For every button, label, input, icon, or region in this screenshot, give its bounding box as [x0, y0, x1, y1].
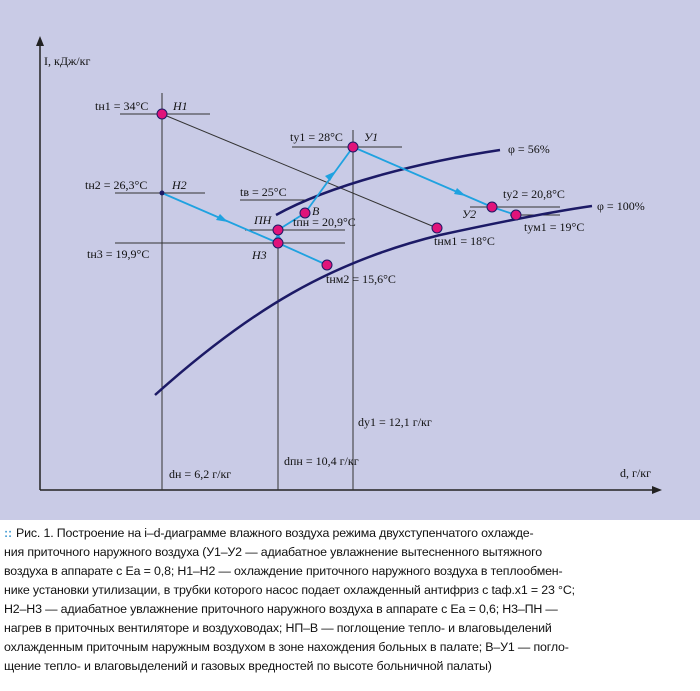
- label-t-h2: tн2 = 26,3°C: [85, 178, 147, 192]
- label-t-b: tв = 25°C: [240, 185, 287, 199]
- caption-line-1: :: Рис. 1. Построение на i–d-диаграмме вл…: [4, 524, 694, 543]
- label-d-n: dн = 6,2 г/кг: [169, 467, 231, 481]
- caption-line-7: охлажденным приточным наружным воздухом …: [4, 640, 569, 654]
- point-h3: [272, 237, 284, 249]
- phi-56-curve: [275, 148, 501, 217]
- y-axis-label: I, кДж/кг: [44, 54, 90, 68]
- label-name-u2: У2: [462, 207, 476, 221]
- point-um1: [510, 209, 522, 221]
- point-nm1: [431, 222, 443, 234]
- caption-line-2: ния приточного наружного воздуха (У1–У2 …: [4, 545, 542, 559]
- process-u1-u2: [352, 146, 493, 208]
- label-name-u1: У1: [364, 130, 378, 144]
- label-t-h3: tн3 = 19,9°C: [87, 247, 149, 261]
- point-h1: [156, 108, 168, 120]
- label-t-nm2: tнм2 = 15,6°C: [326, 272, 396, 286]
- diagram-panel: [0, 0, 700, 520]
- label-t-h1: tн1 = 34°C: [95, 99, 148, 113]
- phi-56-label: φ = 56%: [508, 142, 550, 156]
- point-nm2: [321, 259, 333, 271]
- point-u2: [486, 201, 498, 213]
- x-axis-arrow: [652, 486, 662, 494]
- caption-marker: ::: [4, 526, 12, 540]
- caption-line-6: нагрев в приточных вентиляторе и воздухо…: [4, 621, 552, 635]
- phi-100-label: φ = 100%: [597, 199, 645, 213]
- caption-line-3: воздуха в аппарате с Ea = 0,8; Н1–Н2 — о…: [4, 564, 563, 578]
- label-name-h1: Н1: [172, 99, 188, 113]
- label-t-u2: tу2 = 20,8°C: [503, 187, 565, 201]
- arrow-h2-h3: [216, 214, 228, 222]
- caption-line-4: нике установки утилизации, в трубки кото…: [4, 583, 575, 597]
- label-name-b: В: [312, 204, 320, 218]
- arrow-b-u1: [325, 171, 336, 181]
- label-name-h2: Н2: [171, 178, 187, 192]
- id-diagram: I, кДж/кг d, г/кг φ = 56% φ = 100%: [36, 36, 662, 494]
- label-name-pn: ПН: [253, 213, 273, 227]
- arrow-u1-u2: [454, 188, 466, 196]
- point-h2-dot: [159, 190, 165, 196]
- state-points: [156, 108, 522, 271]
- h1-nm1-line: [161, 113, 438, 229]
- label-t-um1: tум1 = 19°C: [524, 220, 584, 234]
- x-axis-label: d, г/кг: [620, 466, 651, 480]
- phi-100-curve: [154, 204, 593, 396]
- label-d-pn: dпн = 10,4 г/кг: [284, 454, 359, 468]
- process-h3-nm2: [277, 242, 328, 266]
- y-axis-arrow: [36, 36, 44, 46]
- label-t-nm1: tнм1 = 18°C: [434, 234, 495, 248]
- label-name-h3: Н3: [251, 248, 267, 262]
- label-t-u1: tу1 = 28°C: [290, 130, 343, 144]
- point-u1: [347, 141, 359, 153]
- point-pn: [272, 224, 284, 236]
- caption-line-5: Н2–Н3 — адиабатное увлажнение приточного…: [4, 602, 558, 616]
- figure-caption: :: Рис. 1. Построение на i–d-диаграмме вл…: [0, 522, 700, 691]
- caption-line-1-text: Рис. 1. Построение на i–d-диаграмме влаж…: [15, 526, 534, 540]
- label-t-pn: tпн = 20,9°C: [293, 215, 356, 229]
- label-d-u1: dу1 = 12,1 г/кг: [358, 415, 432, 429]
- caption-line-8: щение тепло- и влаговыделений и газовых …: [4, 659, 492, 673]
- point-b: [299, 207, 311, 219]
